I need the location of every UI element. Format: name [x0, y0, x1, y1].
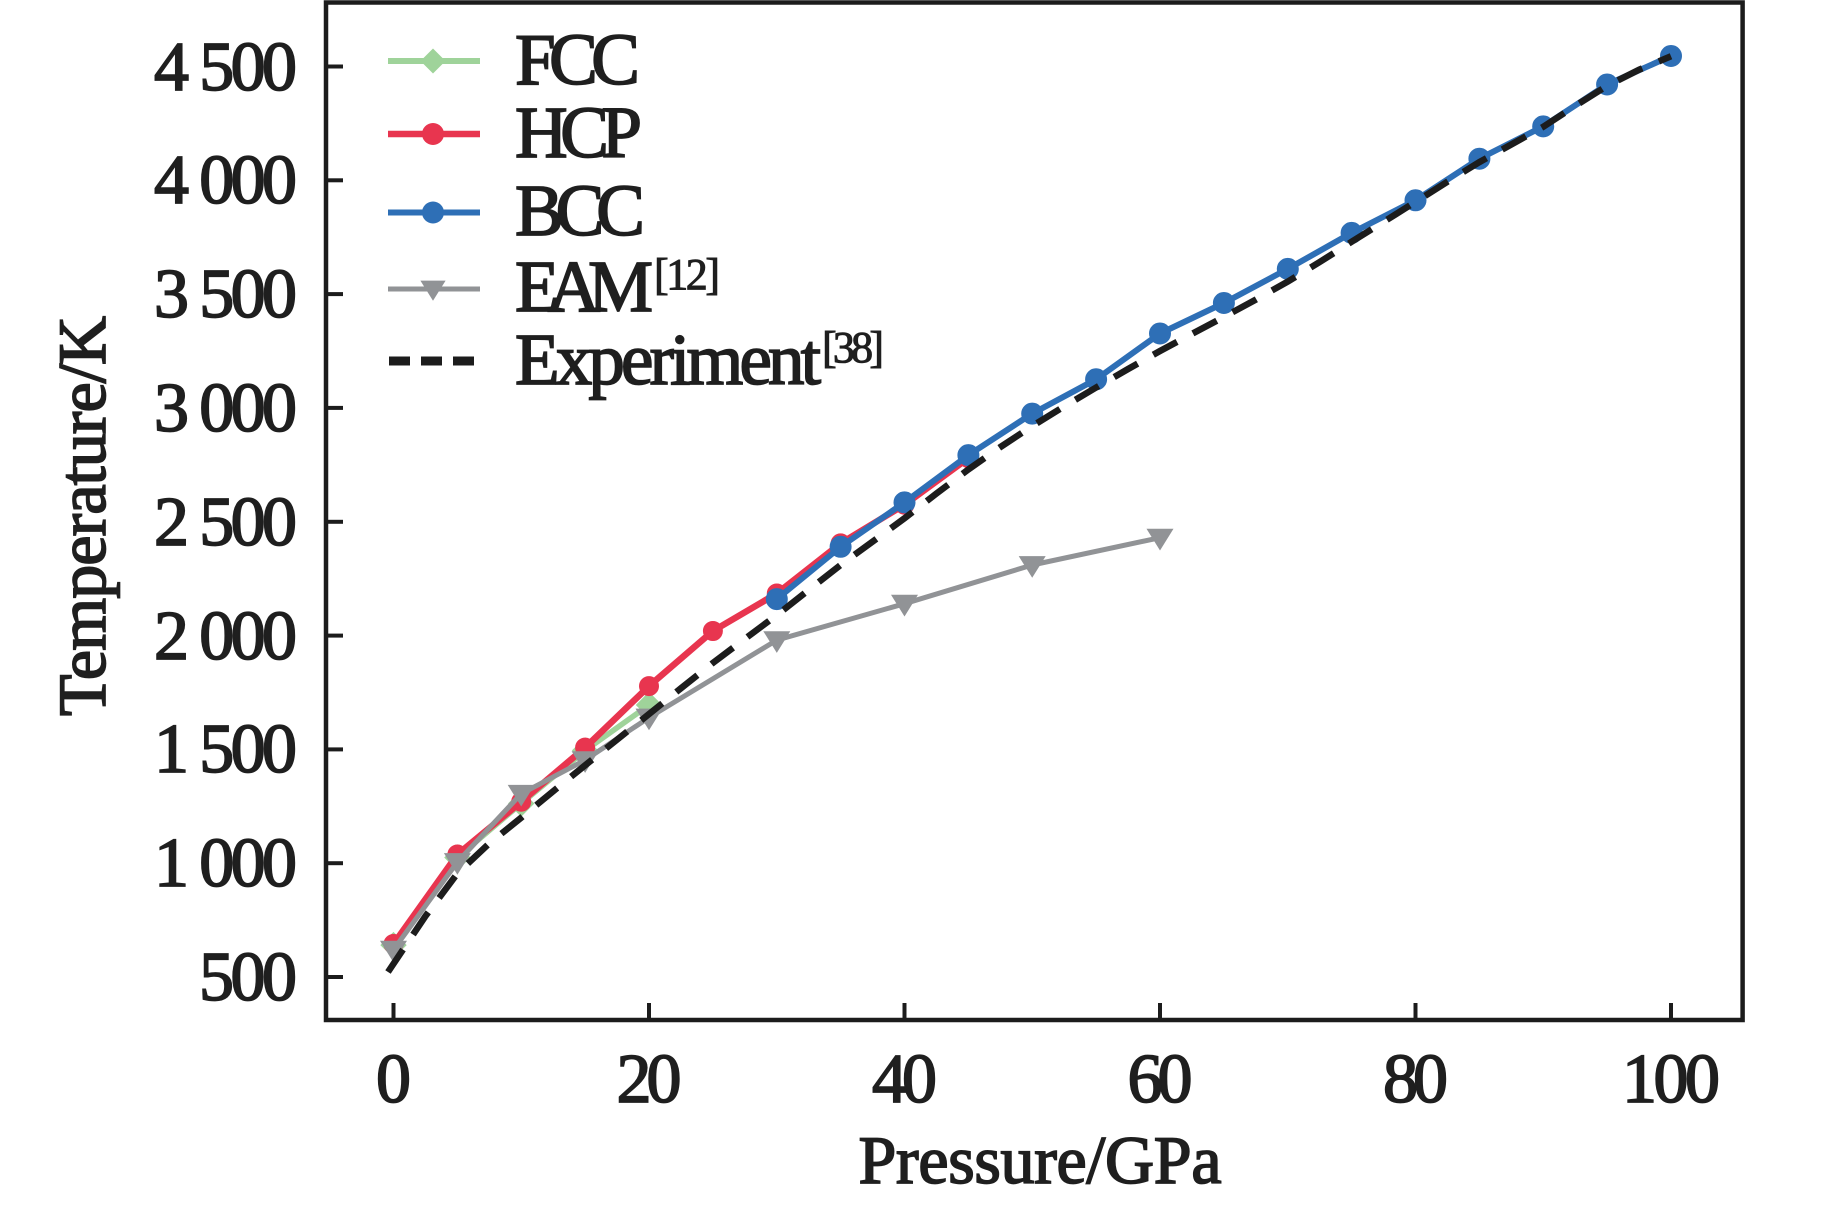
svg-text:3 000: 3 000 — [154, 370, 297, 447]
svg-text:FCC: FCC — [515, 19, 640, 100]
svg-text:4 000: 4 000 — [154, 142, 297, 219]
svg-text:2 000: 2 000 — [154, 598, 297, 675]
svg-text:20: 20 — [617, 1041, 682, 1118]
svg-text:[38]: [38] — [822, 323, 884, 372]
svg-text:0: 0 — [376, 1041, 411, 1118]
svg-text:3 500: 3 500 — [154, 256, 297, 333]
svg-text:80: 80 — [1383, 1041, 1448, 1118]
svg-text:HCP: HCP — [515, 92, 642, 173]
svg-text:500: 500 — [199, 939, 297, 1016]
svg-text:2 500: 2 500 — [154, 484, 297, 561]
svg-text:Temperature/K: Temperature/K — [44, 316, 120, 716]
svg-text:Experiment: Experiment — [515, 319, 821, 400]
svg-text:BCC: BCC — [515, 170, 645, 251]
svg-text:100: 100 — [1622, 1041, 1720, 1118]
svg-text:1 500: 1 500 — [154, 711, 297, 788]
svg-text:4 500: 4 500 — [154, 29, 297, 106]
svg-text:[12]: [12] — [654, 250, 720, 299]
svg-text:EAM: EAM — [515, 246, 653, 327]
svg-text:60: 60 — [1128, 1041, 1193, 1118]
svg-text:40: 40 — [872, 1041, 937, 1118]
svg-text:1 000: 1 000 — [154, 825, 297, 902]
svg-text:Pressure/GPa: Pressure/GPa — [859, 1122, 1222, 1198]
